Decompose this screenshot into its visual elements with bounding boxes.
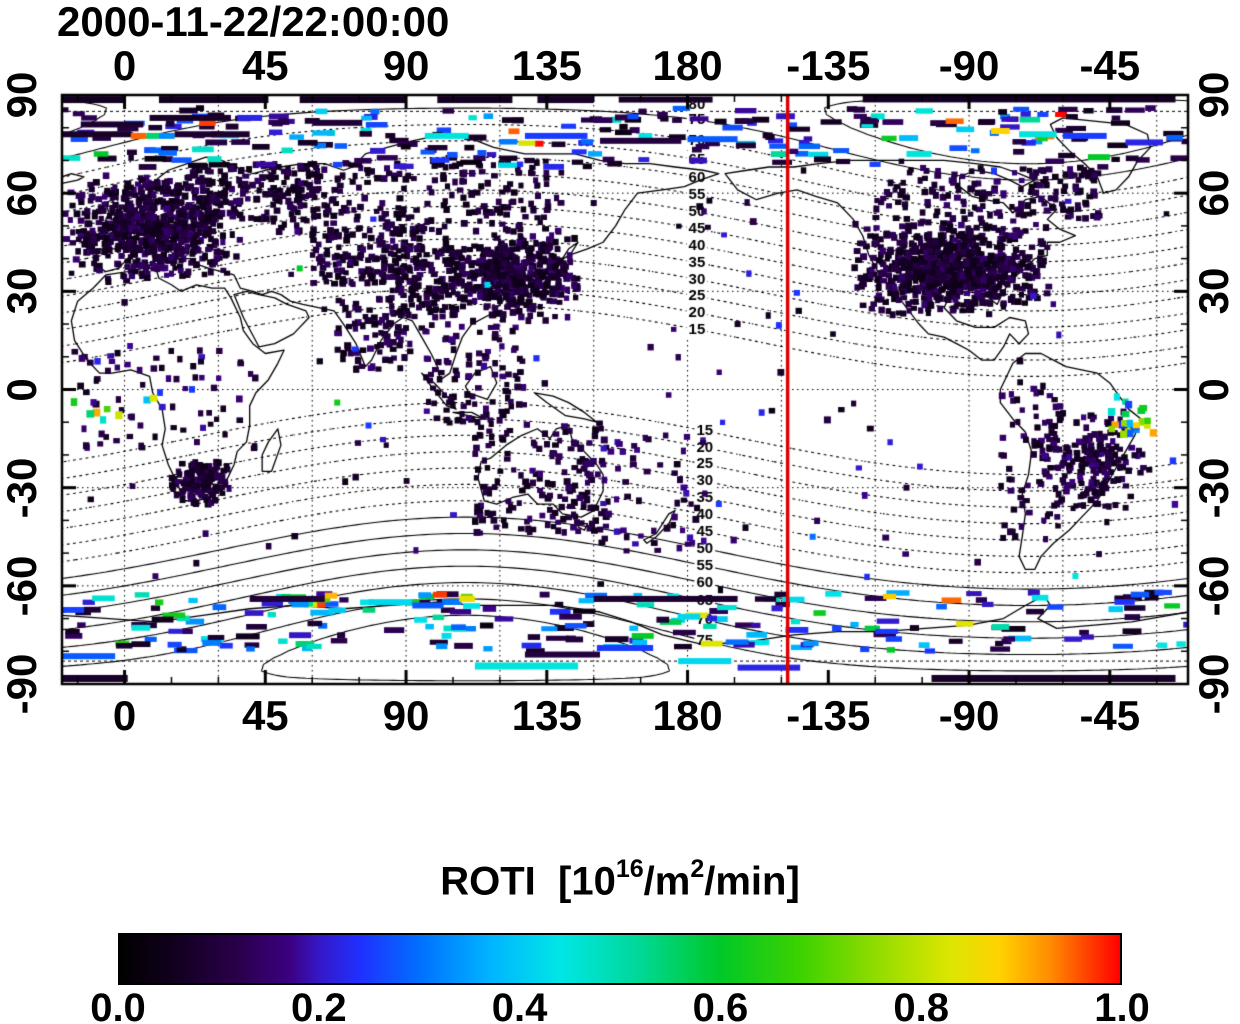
y-axis-tick-label-right: -30 (1190, 457, 1237, 519)
x-axis-tick-label-top: 45 (241, 42, 289, 89)
x-axis-tick-label-bottom: 0 (112, 692, 137, 739)
colorbar-title-exponent-2: 2 (690, 855, 705, 883)
x-axis-tick-label-top: -90 (938, 42, 1000, 89)
colorbar-tick-label: 1.0 (1094, 986, 1150, 1024)
y-axis-tick-label-left: 0 (0, 377, 45, 402)
colorbar-title-mid: /m (643, 859, 691, 904)
plot-title: 2000-11-22/22:00:00 (57, 0, 450, 45)
x-axis-tick-label-bottom: -90 (938, 692, 1000, 739)
y-axis-tick-label-right: -90 (1190, 653, 1237, 715)
colorbar-tick-label: 0.6 (692, 986, 749, 1024)
x-axis-tick-label-top: 90 (382, 42, 430, 89)
x-axis-tick-label-top: 180 (652, 42, 723, 89)
colorbar-title-prefix: ROTI [10 (440, 859, 616, 904)
colorbar-tick-label: 0.2 (290, 986, 347, 1024)
x-axis-tick-label-bottom: 135 (511, 692, 582, 739)
x-axis-tick-label-top: 135 (511, 42, 582, 89)
colorbar-title-exponent-16: 16 (615, 855, 644, 883)
y-axis-tick-label-left: 60 (0, 169, 45, 217)
colorbar-gradient (118, 933, 1122, 985)
y-axis-tick-label-right: 60 (1190, 169, 1237, 217)
colorbar-tick-label: 0.0 (90, 986, 146, 1024)
x-axis-tick-label-top: -135 (786, 42, 871, 89)
y-axis-tick-label-right: 90 (1190, 71, 1237, 119)
colorbar-tick-label: 0.4 (491, 986, 548, 1024)
x-axis-tick-label-bottom: -45 (1079, 692, 1141, 739)
y-axis-tick-label-left: 90 (0, 71, 45, 119)
y-axis-tick-label-left: -30 (0, 457, 45, 519)
x-axis-tick-label-top: 0 (112, 42, 137, 89)
x-axis-tick-label-bottom: -135 (786, 692, 871, 739)
y-axis-tick-label-left: 30 (0, 267, 45, 315)
y-axis-tick-label-right: -60 (1190, 555, 1237, 617)
x-axis-tick-label-bottom: 45 (241, 692, 289, 739)
y-axis-tick-label-right: 30 (1190, 267, 1237, 315)
colorbar-title-suffix: /min] (704, 859, 800, 904)
y-axis-tick-label-right: 0 (1190, 377, 1237, 402)
colorbar-tick-label: 0.8 (893, 986, 949, 1024)
x-axis-tick-label-bottom: 90 (382, 692, 430, 739)
x-axis-tick-label-bottom: 180 (652, 692, 723, 739)
y-axis-tick-label-left: -90 (0, 653, 45, 715)
colorbar-title: ROTI [1016/m2/min] (440, 855, 800, 904)
x-axis-tick-label-top: -45 (1079, 42, 1141, 89)
y-axis-tick-label-left: -60 (0, 555, 45, 617)
